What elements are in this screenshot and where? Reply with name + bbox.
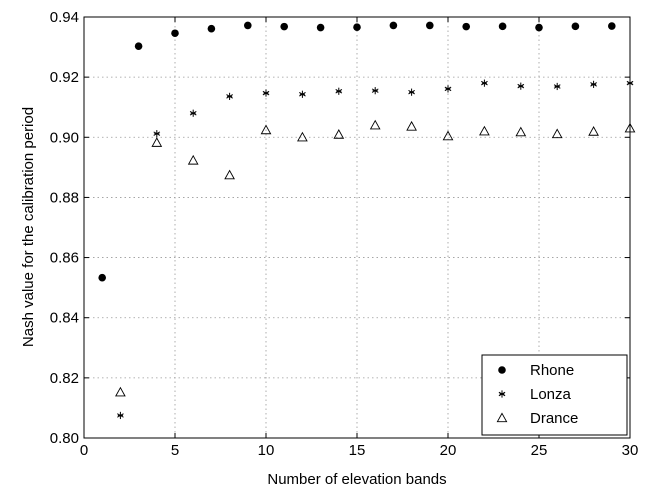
data-point-rhone <box>462 22 471 31</box>
data-point-rhone <box>207 24 216 33</box>
data-point-rhone <box>498 22 507 31</box>
y-tick-label: 0.80 <box>50 430 79 447</box>
series-drance <box>115 119 636 397</box>
data-point-lonza <box>553 82 561 91</box>
data-point-drance <box>442 130 454 141</box>
x-tick-label: 10 <box>258 442 275 459</box>
data-point-rhone <box>535 23 543 32</box>
data-point-rhone <box>316 23 325 32</box>
data-point-lonza <box>226 92 233 100</box>
y-tick-label: 0.86 <box>50 250 79 267</box>
data-point-lonza <box>408 88 415 96</box>
data-point-drance <box>333 129 345 139</box>
data-point-lonza <box>117 411 124 420</box>
legend-label-lonza: Lonza <box>530 386 572 403</box>
data-point-drance <box>297 131 308 142</box>
data-point-lonza <box>626 79 634 87</box>
data-point-drance <box>224 169 235 180</box>
x-tick-label: 25 <box>531 442 548 459</box>
data-point-rhone <box>353 23 361 32</box>
y-tick-label: 0.94 <box>50 9 79 26</box>
data-point-drance <box>115 386 126 397</box>
y-tick-label: 0.88 <box>50 189 79 206</box>
data-point-drance <box>624 122 636 133</box>
data-point-drance <box>515 126 527 137</box>
data-point-lonza <box>189 109 197 117</box>
data-point-rhone <box>571 22 580 31</box>
data-point-drance <box>151 137 163 147</box>
legend-marker-drance <box>496 412 508 423</box>
y-axis-label: Nash value for the calibration period <box>20 107 37 347</box>
x-tick-label: 5 <box>171 442 179 459</box>
data-point-drance <box>479 125 490 136</box>
data-point-lonza <box>481 79 488 87</box>
data-point-drance <box>406 120 417 131</box>
data-point-rhone <box>280 22 289 31</box>
legend-label-rhone: Rhone <box>530 362 574 379</box>
legend-marker-rhone <box>498 366 506 374</box>
data-point-drance <box>187 154 199 165</box>
legend-label-drance: Drance <box>530 410 578 427</box>
data-point-lonza <box>590 80 597 88</box>
data-point-lonza <box>262 89 270 97</box>
y-tick-label: 0.90 <box>50 129 79 146</box>
data-point-rhone <box>244 21 252 30</box>
data-point-drance <box>260 124 272 135</box>
x-tick-label: 30 <box>622 442 639 459</box>
x-tick-label: 0 <box>80 442 88 459</box>
series-rhone <box>98 21 616 282</box>
points-layer <box>98 21 636 420</box>
ticks-layer: 0 5 10 15 20 25 30 0.80 0.82 0.84 0.86 0.88 0.90 0.92… <box>50 9 639 459</box>
data-point-rhone <box>389 21 398 30</box>
x-tick-label: 15 <box>349 442 366 459</box>
data-point-rhone <box>608 22 616 30</box>
series-lonza <box>117 79 634 420</box>
legend-marker-lonza <box>498 390 506 398</box>
data-point-rhone <box>171 29 179 38</box>
data-point-lonza <box>517 82 525 90</box>
data-point-lonza <box>444 85 452 93</box>
data-point-drance <box>588 126 599 136</box>
data-point-lonza <box>299 90 306 98</box>
y-tick-label: 0.84 <box>50 310 79 327</box>
data-point-rhone <box>98 273 106 282</box>
data-point-drance <box>369 119 381 130</box>
x-axis-label: Number of elevation bands <box>267 471 446 488</box>
y-tick-label: 0.82 <box>50 370 79 387</box>
data-point-lonza <box>153 130 161 138</box>
data-point-rhone <box>426 21 434 30</box>
y-tick-label: 0.92 <box>50 69 79 86</box>
x-tick-label: 20 <box>440 442 457 459</box>
data-point-drance <box>551 128 563 139</box>
data-point-lonza <box>335 87 343 95</box>
legend: Rhone Lonza Drance <box>481 354 628 436</box>
data-point-lonza <box>371 87 379 95</box>
data-point-rhone <box>134 42 143 50</box>
